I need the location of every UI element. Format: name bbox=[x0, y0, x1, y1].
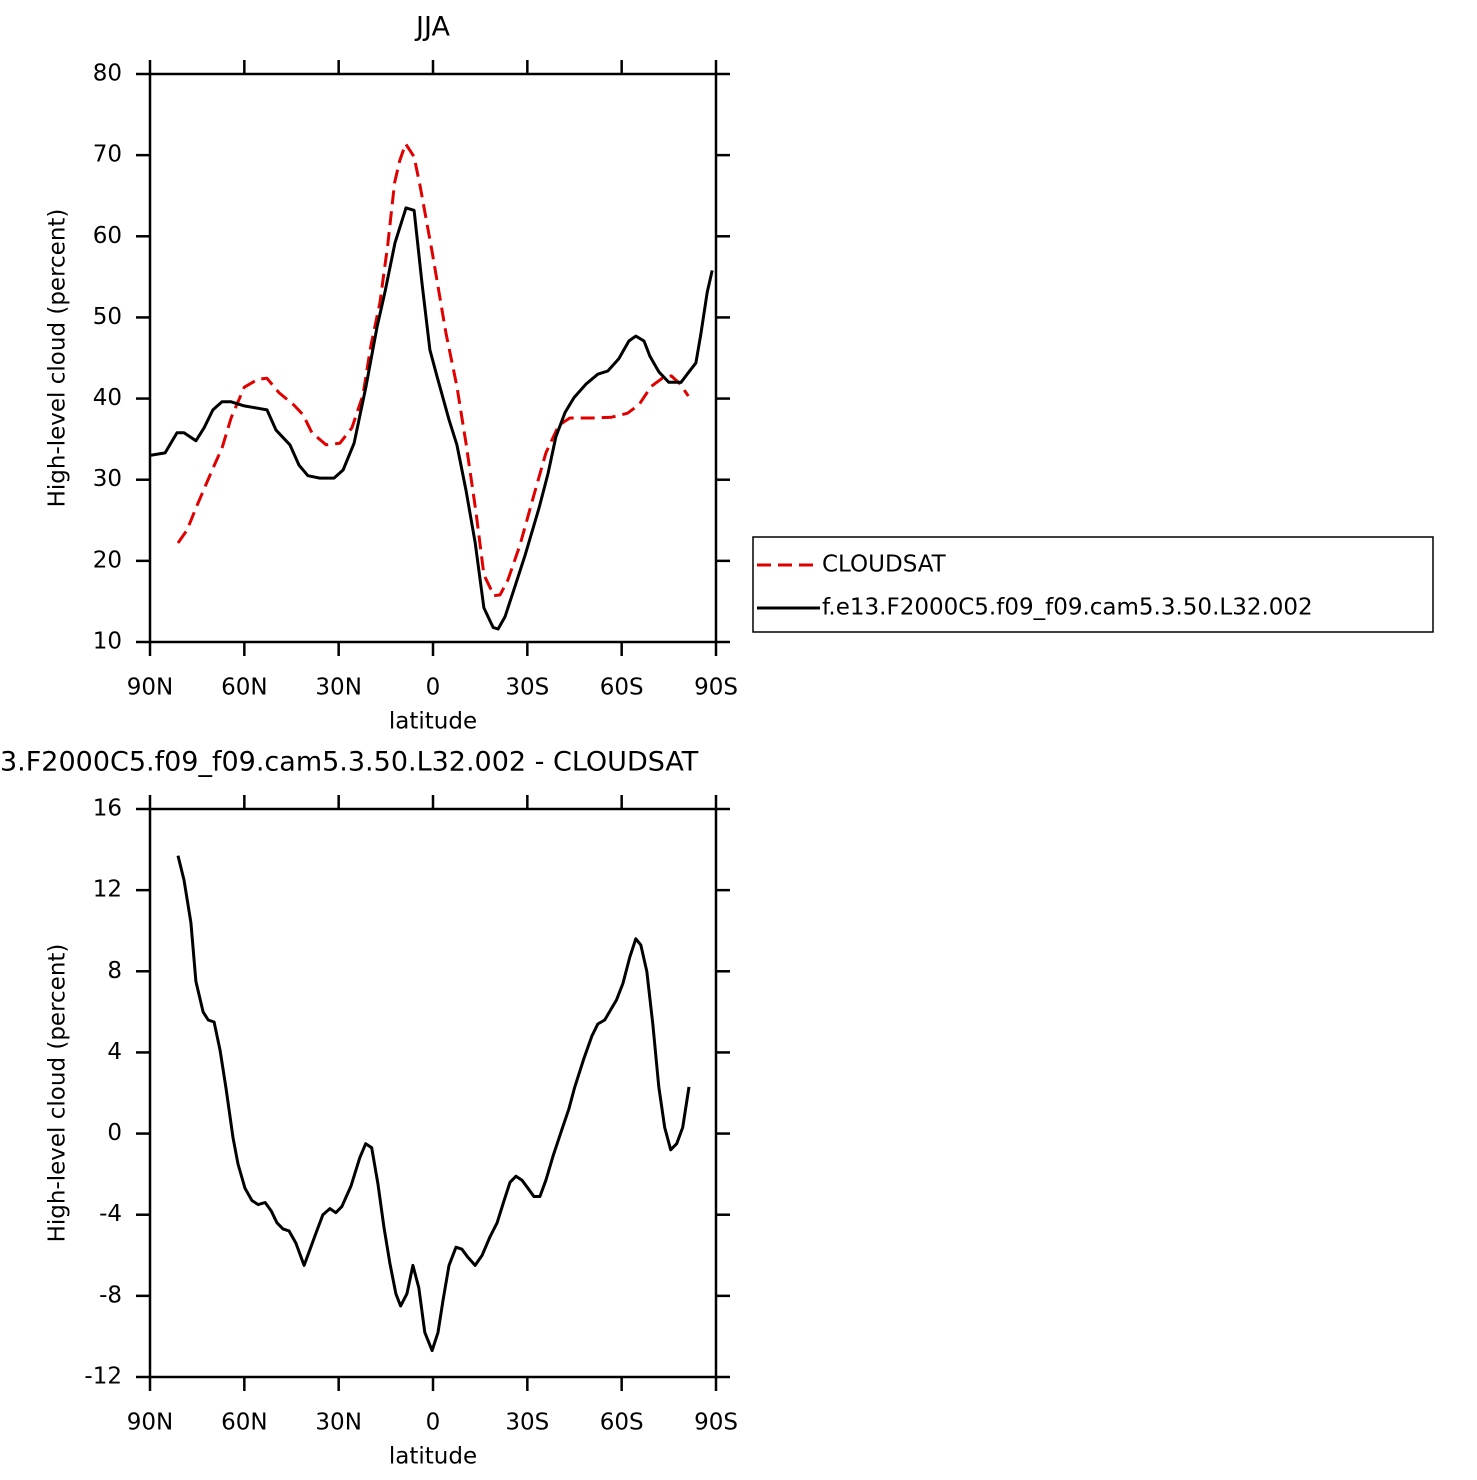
y-tick-label: 40 bbox=[93, 385, 122, 411]
x-tick-label: 30S bbox=[505, 675, 549, 701]
x-tick-label: 90N bbox=[127, 675, 173, 701]
legend-label: f.e13.F2000C5.f09_f09.cam5.3.50.L32.002 bbox=[822, 595, 1313, 621]
plot-frame bbox=[148, 807, 718, 1379]
y-tick-label: 16 bbox=[93, 796, 122, 822]
y-axis-label: High-level cloud (percent) bbox=[45, 209, 71, 508]
y-tick-label: 60 bbox=[93, 223, 122, 249]
y-tick-label: 30 bbox=[93, 466, 122, 492]
y-tick-label: 10 bbox=[93, 629, 122, 655]
data-line bbox=[176, 142, 690, 598]
x-tick-label: 60N bbox=[221, 675, 267, 701]
chart-title: JJA bbox=[414, 12, 450, 43]
y-axis-label: High-level cloud (percent) bbox=[45, 944, 71, 1243]
x-axis-label: latitude bbox=[389, 1444, 477, 1470]
chart-title: 3.F2000C5.f09_f09.cam5.3.50.L32.002 - CL… bbox=[0, 747, 699, 778]
x-tick-label: 90S bbox=[694, 1410, 738, 1436]
y-tick-label: 0 bbox=[107, 1120, 122, 1146]
x-tick-label: 30N bbox=[315, 675, 361, 701]
x-tick-label: 30S bbox=[505, 1410, 549, 1436]
x-tick-label: 0 bbox=[426, 675, 441, 701]
y-tick-label: -8 bbox=[99, 1282, 122, 1308]
x-tick-label: 30N bbox=[315, 1410, 361, 1436]
legend-label: CLOUDSAT bbox=[822, 552, 947, 578]
y-tick-label: 8 bbox=[107, 958, 122, 984]
x-axis-label: latitude bbox=[389, 709, 477, 735]
x-tick-label: 90N bbox=[127, 1410, 173, 1436]
y-tick-label: 50 bbox=[93, 304, 122, 330]
y-tick-label: 4 bbox=[107, 1039, 122, 1065]
x-tick-label: 60S bbox=[600, 1410, 644, 1436]
x-tick-label: 60S bbox=[600, 675, 644, 701]
y-tick-label: 80 bbox=[93, 61, 122, 87]
data-line bbox=[149, 206, 714, 631]
y-tick-label: -4 bbox=[99, 1201, 122, 1227]
legend-box bbox=[752, 536, 1434, 633]
y-tick-label: 12 bbox=[93, 877, 122, 903]
x-tick-label: 0 bbox=[426, 1410, 441, 1436]
y-tick-label: -12 bbox=[84, 1364, 122, 1390]
y-tick-label: 70 bbox=[93, 142, 122, 168]
data-line bbox=[176, 855, 691, 1353]
x-tick-label: 90S bbox=[694, 675, 738, 701]
x-tick-label: 60N bbox=[221, 1410, 267, 1436]
y-tick-label: 20 bbox=[93, 547, 122, 573]
